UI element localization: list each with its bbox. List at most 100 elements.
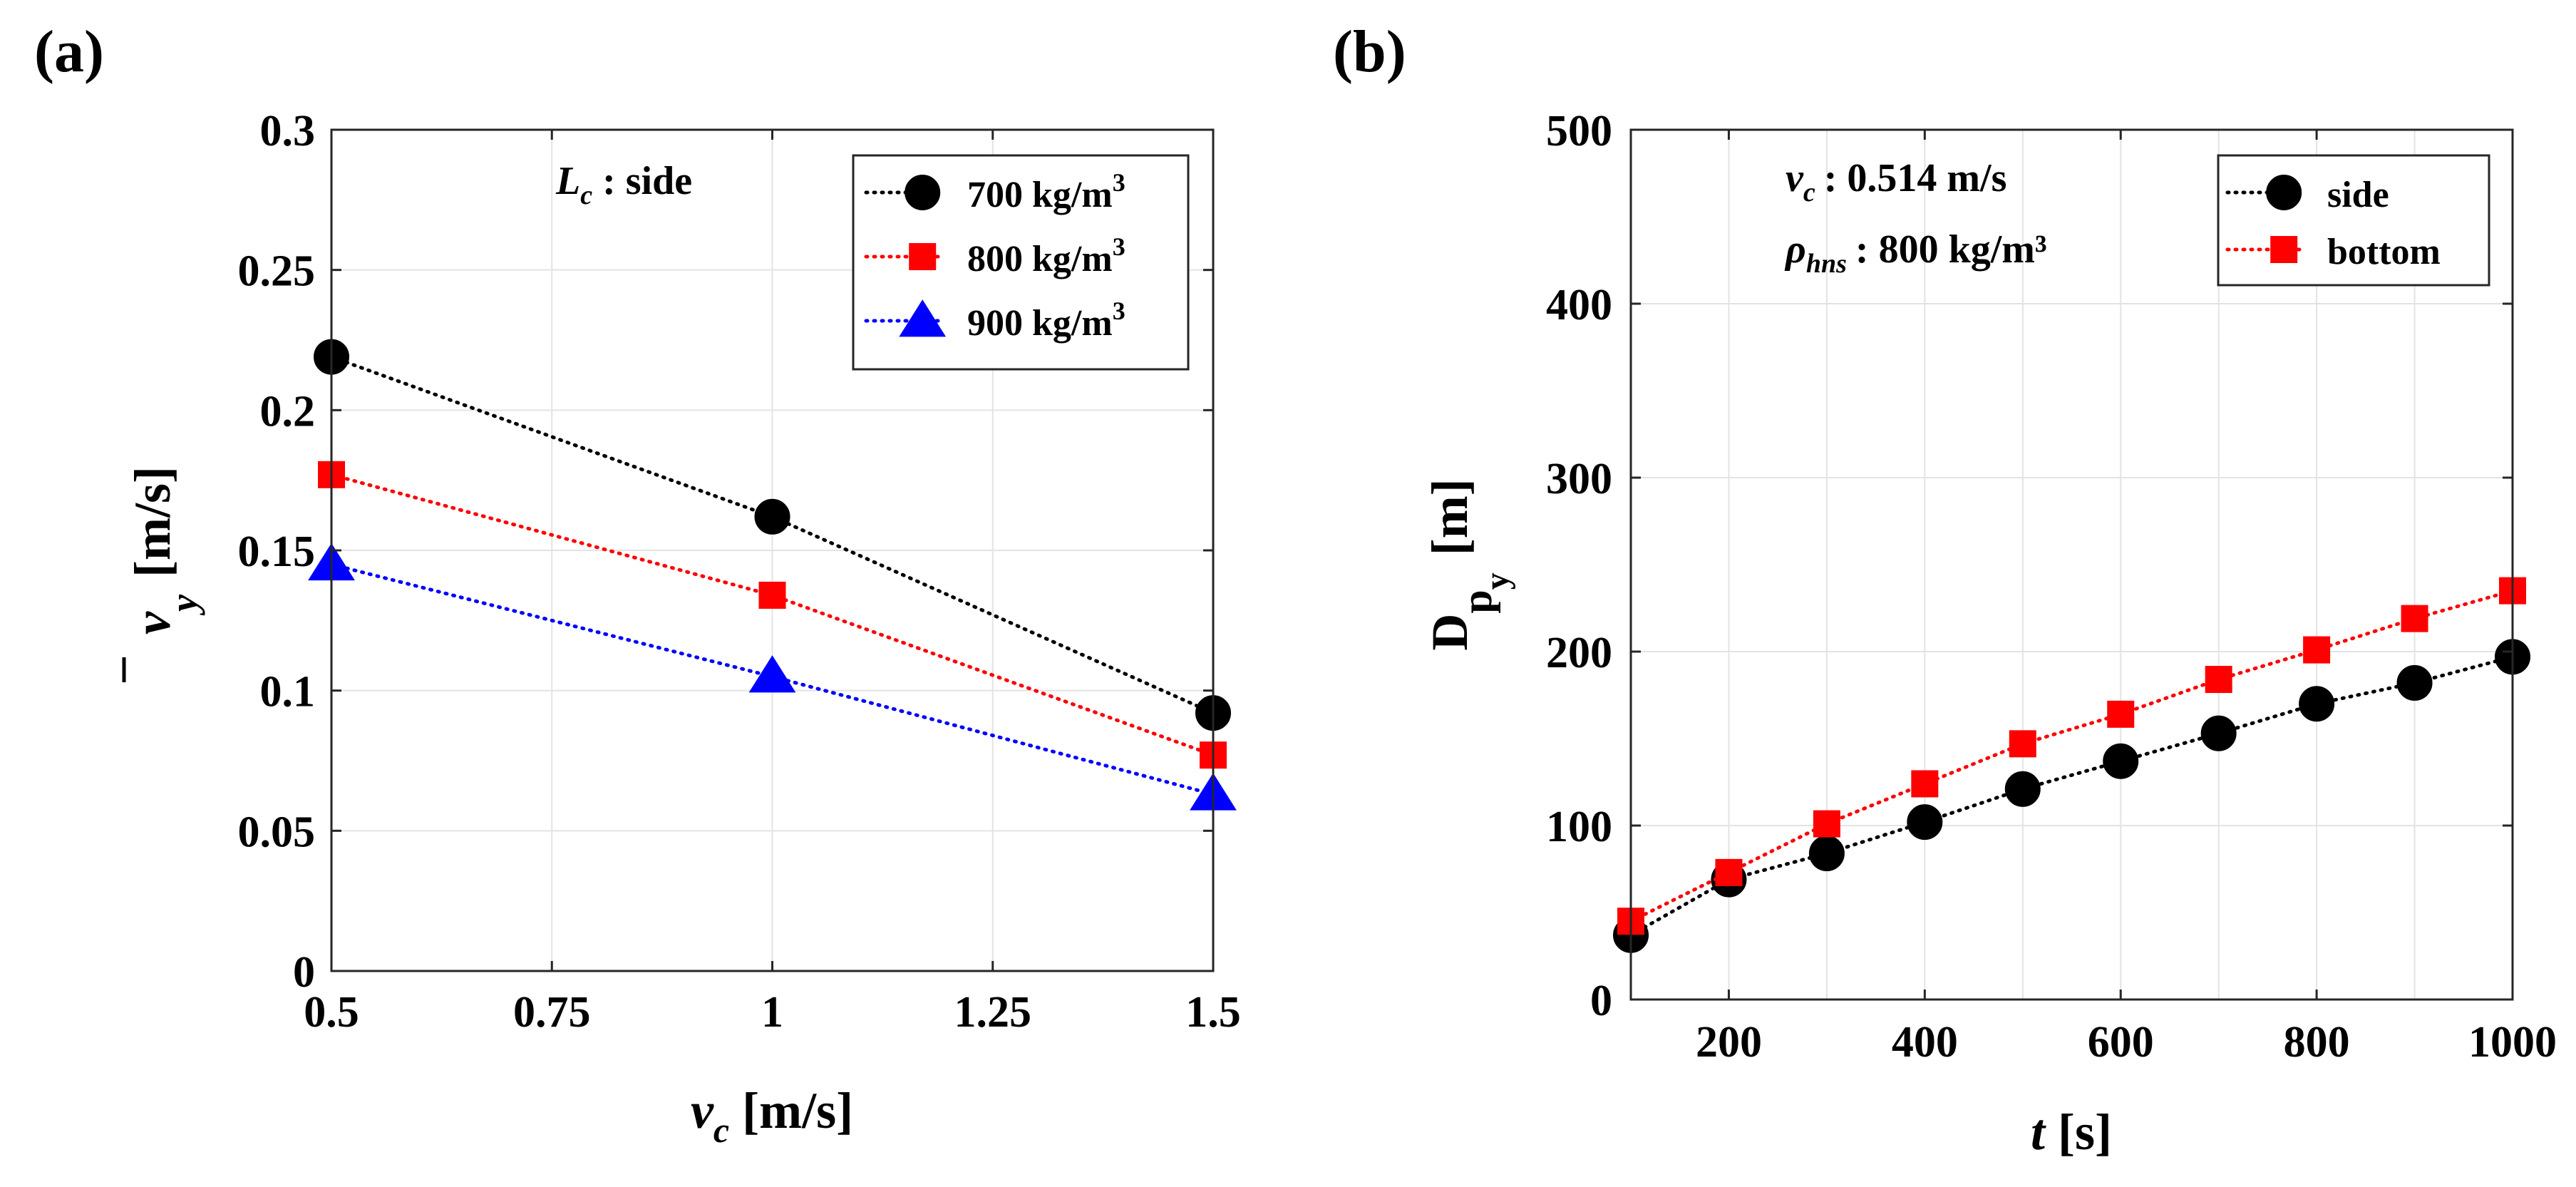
chart-b-point-s2 xyxy=(2107,700,2135,728)
chart-b-legend-items: side bottom xyxy=(2225,175,2441,272)
chart-a-ytick-label: 0.2 xyxy=(260,387,316,436)
chart-b-point-s1 xyxy=(2396,664,2433,701)
chart-a-ylabel-unit: [m/s] xyxy=(124,466,181,577)
chart-a-legend-text: 800 kg/m xyxy=(967,239,1113,279)
chart-b-point-s1 xyxy=(2200,715,2237,751)
chart-a-point-s2 xyxy=(758,581,786,609)
chart-a-xtick-label: 1.5 xyxy=(1185,988,1241,1037)
chart-a-xlabel-sub: c xyxy=(713,1110,729,1150)
chart-a-ytick-label: 0.25 xyxy=(238,247,316,296)
chart-a-legend-sup: 3 xyxy=(1113,232,1125,261)
chart-a-ylabel: vy [m/s] xyxy=(122,466,205,682)
chart-b-annotation-1-sub: c xyxy=(1803,178,1815,207)
chart-b-series xyxy=(1613,577,2530,953)
chart-b-xlabel-main: t xyxy=(2031,1104,2046,1161)
chart-a-xlabel-unit: [m/s] xyxy=(742,1082,853,1139)
chart-b-point-s2 xyxy=(2205,666,2232,694)
chart-b-ylabel-subsub: y xyxy=(1478,572,1516,590)
chart-b-ylabel-unit: [m] xyxy=(1421,478,1478,555)
chart-b-legend-marker-2 xyxy=(2270,236,2298,263)
chart-a-xtick-label: 0.5 xyxy=(304,988,359,1037)
chart-a-legend-marker-2 xyxy=(909,243,937,270)
chart-b-ylabel-sub: p xyxy=(1453,590,1500,613)
chart-b-ytick-label: 200 xyxy=(1546,629,1612,677)
chart-a-ytick-label: 0.3 xyxy=(260,107,316,155)
chart-a-ytick-label: 0 xyxy=(293,948,315,997)
chart-a-legend-label-1: 700 kg/m3 xyxy=(967,168,1125,215)
chart-b-legend-text: side xyxy=(2327,175,2389,215)
chart-b-annotation-2-main: ρ xyxy=(1784,227,1806,272)
chart-a-xtick-label: 0.75 xyxy=(513,988,591,1037)
chart-a-legend-text: 900 kg/m xyxy=(967,303,1113,344)
chart-b-ylabel-main: D xyxy=(1421,614,1478,651)
chart-b-ylabel: Dpy[m] xyxy=(1421,478,1516,650)
chart-b-point-s2 xyxy=(1715,858,1743,886)
chart-b-annotation-2-rest: : 800 kg/m³ xyxy=(1855,227,2047,272)
chart-b-legend: side bottom xyxy=(2217,154,2490,287)
chart-b-ytick-label: 300 xyxy=(1546,455,1612,503)
chart-a-ytick-label: 0.15 xyxy=(238,528,316,576)
chart-b-annotation-1-rest: : 0.514 m/s xyxy=(1824,156,2007,200)
chart-b-series-line-1 xyxy=(1629,654,2515,937)
chart-b-ytick-label: 100 xyxy=(1546,803,1612,851)
chart-a-legend-marker-3 xyxy=(899,299,947,337)
chart-b-point-s1 xyxy=(1907,804,1943,841)
chart-b-ytick-label: 500 xyxy=(1546,107,1612,155)
chart-b-ticks: 200 400 600 800 1000 0 100 200 300 400 500 xyxy=(1546,107,2557,1067)
chart-b-point-s2 xyxy=(1813,810,1840,838)
chart-b-point-s1 xyxy=(2103,743,2139,779)
chart-b-legend-marker-1 xyxy=(2266,175,2302,210)
chart-b-point-s2 xyxy=(2303,636,2331,664)
chart-b-xtick-label: 200 xyxy=(1696,1018,1762,1067)
chart-a-legend-label-2: 800 kg/m3 xyxy=(967,232,1125,279)
chart-b-annotation-2-sub: hns xyxy=(1806,249,1847,279)
chart-b-legend-label-2: bottom xyxy=(2327,232,2441,272)
chart-a-ytick-label: 0.1 xyxy=(260,668,316,716)
chart-b-annotation-2: ρhns : 800 kg/m³ xyxy=(1784,227,2047,279)
chart-a-ytick-label: 0.05 xyxy=(238,808,316,856)
chart-a-annotation-rest: : side xyxy=(602,159,692,203)
chart-a: 0.5 0.75 1 1.25 1.5 0 0.05 0.1 0.15 0.2 0.25 0.3 Lc… xyxy=(122,107,1241,1150)
chart-b-point-s1 xyxy=(2004,771,2041,807)
chart-a-point-s3 xyxy=(748,655,796,693)
panel-a-label: (a) xyxy=(34,19,104,85)
chart-a-ticks: 0.5 0.75 1 1.25 1.5 0 0.05 0.1 0.15 0.2 0.25 0.3 xyxy=(238,107,1241,1037)
chart-a-legend-sup: 3 xyxy=(1113,297,1125,325)
chart-a-legend-sup: 3 xyxy=(1113,168,1125,197)
chart-b-legend-text: bottom xyxy=(2327,232,2441,272)
chart-b-xtick-label: 800 xyxy=(2284,1018,2350,1067)
chart-b-axes-box xyxy=(1629,128,2514,1001)
chart-a-xtick-label: 1.25 xyxy=(954,988,1032,1037)
chart-b-xlabel-unit: [s] xyxy=(2058,1104,2112,1161)
chart-a-point-s1 xyxy=(754,498,790,535)
chart-a-legend-marker-1 xyxy=(905,175,941,210)
chart-b-point-s1 xyxy=(2299,686,2335,722)
chart-a-annotation-main: L xyxy=(555,159,580,203)
chart-b-point-s1 xyxy=(1808,836,1845,872)
chart-a-xtick-label: 1 xyxy=(761,988,783,1037)
chart-b-xtick-label: 400 xyxy=(1892,1018,1958,1067)
chart-b-series-line-2 xyxy=(1629,589,2515,923)
chart-a-ylabel-sub: y xyxy=(163,594,205,616)
chart-b: 200 400 600 800 1000 0 100 200 300 400 500 vc: 0.5… xyxy=(1421,107,2557,1161)
chart-b-xtick-label: 600 xyxy=(2088,1018,2154,1067)
chart-a-legend-text: 700 kg/m xyxy=(967,175,1113,215)
chart-b-legend-box xyxy=(2217,154,2490,287)
chart-b-xtick-label: 1000 xyxy=(2468,1018,2557,1067)
chart-a-xlabel-main: v xyxy=(691,1082,714,1139)
chart-b-annotation-1: vc : 0.514 m/s xyxy=(1786,156,2006,207)
chart-b-annotation-1-main: v xyxy=(1786,156,1804,200)
chart-a-ylabel-main: v xyxy=(124,611,181,634)
chart-b-point-s2 xyxy=(2009,730,2036,758)
chart-b-ylabel-text: Dpy[m] xyxy=(1421,478,1516,650)
chart-a-annotation: Lc : side xyxy=(555,159,692,210)
chart-a-annotation-sub: c xyxy=(580,180,592,210)
chart-b-xlabel: t [s] xyxy=(2031,1104,2112,1161)
chart-b-point-s2 xyxy=(1911,770,1939,798)
chart-b-point-s2 xyxy=(2401,605,2428,632)
chart-b-legend-label-1: side xyxy=(2327,175,2389,215)
